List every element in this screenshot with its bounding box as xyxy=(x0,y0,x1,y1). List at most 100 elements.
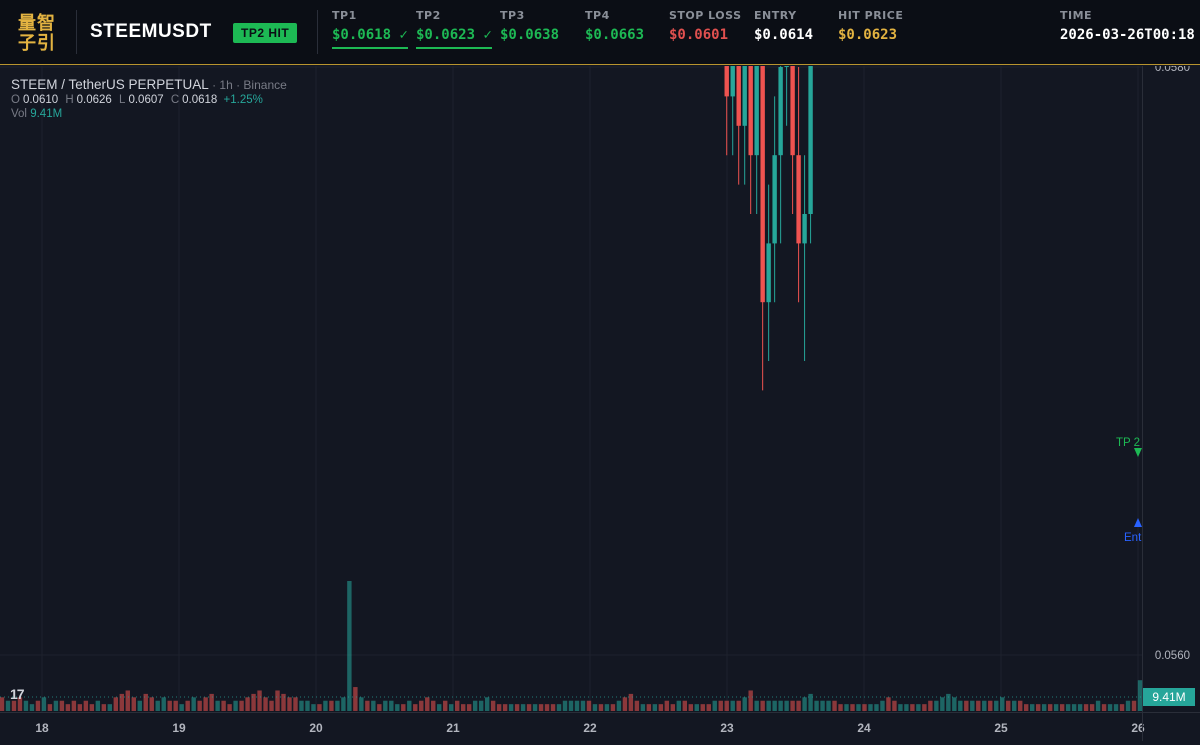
volume-bar xyxy=(1071,704,1077,711)
candle-body xyxy=(802,214,807,244)
volume-bar xyxy=(706,704,711,711)
candle-body xyxy=(742,37,747,126)
volume-bar xyxy=(526,704,532,711)
volume-bar xyxy=(95,700,101,711)
volume-bar xyxy=(305,700,310,711)
legend-title: STEEM / TetherUS PERPETUAL xyxy=(11,77,209,92)
volume-bar xyxy=(898,704,903,711)
field-label: TP2 xyxy=(416,9,441,22)
volume-bar xyxy=(455,700,460,711)
volume-bar xyxy=(383,700,388,711)
volume-bar xyxy=(928,700,933,711)
volume-bar xyxy=(670,704,676,711)
volume-bar xyxy=(796,700,801,711)
volume-bar xyxy=(317,704,322,711)
candle-body xyxy=(736,8,741,126)
volume-bar xyxy=(323,700,328,711)
volume-bar xyxy=(718,700,723,711)
volume-bar xyxy=(862,704,867,711)
svg-text:量智: 量智 xyxy=(18,12,56,34)
field-hit-price: HIT PRICE $0.0623 xyxy=(838,9,903,47)
volume-bar xyxy=(35,700,41,711)
volume-bar xyxy=(988,700,993,711)
field-tp3: TP3 $0.0638 xyxy=(500,9,559,47)
volume-bar xyxy=(940,697,945,711)
volume-bar xyxy=(359,697,364,711)
volume-bar xyxy=(365,700,370,711)
volume-bar xyxy=(808,693,813,711)
top-bar: 量智 子引 STEEMUSDT TP2 HIT TP1 $0.0618 ✓ TP2 $… xyxy=(0,0,1200,65)
entry-arrow-icon xyxy=(1134,518,1142,527)
volume-bar xyxy=(604,704,610,711)
volume-bar xyxy=(562,700,568,711)
volume-bar xyxy=(466,704,472,711)
volume-bar xyxy=(287,697,292,711)
field-label: TP4 xyxy=(585,9,610,22)
tradingview-logo[interactable]: 17 xyxy=(10,686,25,702)
volume-bar xyxy=(892,700,897,711)
volume-bar xyxy=(688,704,693,711)
field-tp1: TP1 $0.0618 ✓ xyxy=(332,9,408,49)
volume-bar xyxy=(167,700,172,711)
volume-bar xyxy=(694,704,699,711)
field-value: $0.0623 ✓ xyxy=(416,27,492,49)
field-value: $0.0663 xyxy=(585,27,645,43)
volume-bar xyxy=(443,700,448,711)
volume-bar xyxy=(419,700,424,711)
candle-body xyxy=(766,243,771,303)
field-tp4: TP4 $0.0663 xyxy=(585,9,644,47)
candle-body xyxy=(754,0,759,156)
volume-bar xyxy=(377,704,382,711)
field-tp2: TP2 $0.0623 ✓ xyxy=(416,9,492,49)
volume-bar xyxy=(101,704,107,711)
field-value: $0.0623 xyxy=(838,27,898,43)
volume-bar xyxy=(1077,704,1083,711)
volume-bar xyxy=(844,704,849,711)
tp2-marker-label: TP 2 xyxy=(1116,437,1140,449)
field-label: TP3 xyxy=(500,9,525,22)
volume-bar xyxy=(508,704,514,711)
volume-bar xyxy=(550,704,556,711)
volume-bar xyxy=(173,700,178,711)
volume-bar xyxy=(748,690,753,711)
volume-bar xyxy=(664,700,670,711)
candle-body xyxy=(760,0,765,303)
volume-bar xyxy=(1101,704,1107,711)
volume-bar xyxy=(23,700,29,711)
volume-bar xyxy=(832,700,837,711)
volume-bar xyxy=(59,700,65,711)
volume-bar xyxy=(425,697,430,711)
volume-bar xyxy=(904,704,909,711)
status-badge: TP2 HIT xyxy=(233,23,298,43)
volume-bar xyxy=(209,693,214,711)
y-tick-label: 0.0580 xyxy=(1155,66,1190,74)
volume-bar xyxy=(395,704,400,711)
volume-bar xyxy=(203,697,208,711)
x-tick-label: 22 xyxy=(583,721,597,735)
volume-bar xyxy=(754,700,759,711)
volume-bar xyxy=(520,704,526,711)
volume-bar xyxy=(886,697,891,711)
volume-bar xyxy=(730,700,735,711)
volume-bar xyxy=(586,700,592,711)
volume-bar xyxy=(628,693,634,711)
volume-bar xyxy=(335,700,340,711)
volume-bar xyxy=(970,700,975,711)
change-value: +1.25% xyxy=(223,94,263,106)
volume-bar xyxy=(802,697,807,711)
low-value: 0.0607 xyxy=(128,94,164,106)
volume-bar xyxy=(107,704,113,711)
brand-logo-mark: 量智 子引 xyxy=(18,12,56,54)
volume-bar xyxy=(389,700,394,711)
volume-bar xyxy=(544,704,550,711)
volume-bar xyxy=(1041,704,1047,711)
volume-bar xyxy=(490,700,496,711)
tp2-arrow-icon xyxy=(1134,448,1142,457)
volume-bar xyxy=(472,700,478,711)
volume-bar xyxy=(556,704,562,711)
volume-bar xyxy=(538,704,544,711)
volume-bar xyxy=(574,700,580,711)
volume-bar xyxy=(514,704,520,711)
